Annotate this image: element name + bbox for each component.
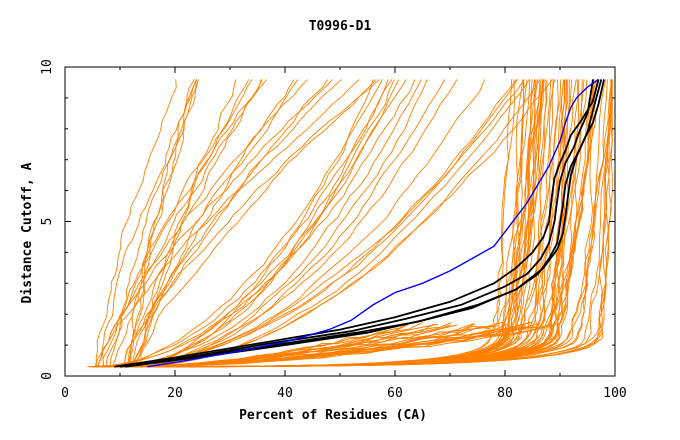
y-tick-label: 0 [40, 372, 55, 380]
background-series-line [133, 79, 299, 367]
background-series-line [117, 79, 612, 368]
top-model-series-line [114, 79, 600, 368]
background-series-line [127, 79, 199, 367]
background-series-line [134, 79, 524, 368]
background-series-line [109, 79, 195, 367]
background-series-line [117, 323, 409, 368]
background-series-line [137, 79, 569, 368]
background-series-line [106, 79, 541, 368]
background-series-line [123, 321, 504, 368]
x-tick-label: 80 [497, 386, 513, 401]
background-series-line [111, 79, 458, 368]
background-series-line [89, 79, 416, 368]
background-series-group [87, 79, 613, 368]
background-series-line [134, 79, 537, 368]
background-series-line [139, 79, 237, 367]
background-series-line [101, 79, 198, 367]
background-series-line [121, 79, 374, 368]
x-tick-label: 0 [61, 386, 69, 401]
background-series-line [137, 79, 536, 368]
background-series-line [128, 79, 197, 367]
background-series-line [131, 79, 530, 368]
background-series-line [127, 79, 197, 367]
background-series-line [93, 79, 383, 368]
x-tick-label: 100 [603, 386, 626, 401]
background-series-line [132, 79, 329, 367]
background-series-line [117, 79, 533, 368]
background-series-line [96, 79, 360, 367]
x-tick-label: 60 [387, 386, 403, 401]
background-series-line [115, 79, 422, 368]
background-series-line [126, 79, 446, 368]
background-series-line [135, 79, 250, 367]
background-series-line [116, 79, 486, 368]
background-series-line [118, 79, 395, 368]
background-series-line [115, 79, 544, 368]
background-series-line [123, 79, 342, 367]
background-series-line [95, 79, 177, 367]
background-series-line [134, 79, 377, 367]
background-series-line [126, 79, 553, 368]
y-tick-label: 10 [40, 59, 55, 75]
background-series-line [117, 79, 389, 368]
background-series-line [120, 79, 428, 368]
background-series-line [131, 79, 541, 368]
background-series-line [97, 79, 407, 368]
x-axis-label: Percent of Residues (CA) [239, 408, 427, 423]
y-axis: 0 5 10 [40, 59, 615, 380]
background-series-line [92, 79, 565, 368]
highlight-series-group [147, 78, 599, 368]
background-series-line [112, 79, 268, 367]
background-series-line [92, 79, 393, 368]
background-series-line [105, 79, 518, 368]
background-series-line [104, 79, 545, 368]
background-series-line [105, 79, 253, 367]
background-series-line [128, 79, 531, 368]
background-series-line [112, 79, 518, 368]
y-tick-label: 5 [40, 218, 55, 226]
top-model-series-line [119, 79, 594, 368]
background-series-line [97, 79, 309, 367]
highlight-series-line [147, 78, 599, 368]
top-model-series-group [114, 79, 605, 368]
x-tick-label: 40 [277, 386, 293, 401]
y-axis-label: Distance Cutoff, A [20, 162, 35, 303]
chart-title: T0996-D1 [309, 19, 372, 34]
background-series-line [128, 79, 541, 368]
background-series-dense-band [110, 321, 554, 368]
x-axis: 0 20 40 60 80 100 [61, 67, 627, 401]
x-tick-label: 20 [167, 386, 183, 401]
background-series-line [94, 79, 333, 367]
background-series-line [104, 79, 513, 368]
background-series-line [127, 79, 541, 368]
background-series-line [90, 79, 547, 368]
background-series-line [92, 79, 607, 368]
plot-area [87, 78, 613, 368]
top-model-series-line [119, 79, 605, 368]
